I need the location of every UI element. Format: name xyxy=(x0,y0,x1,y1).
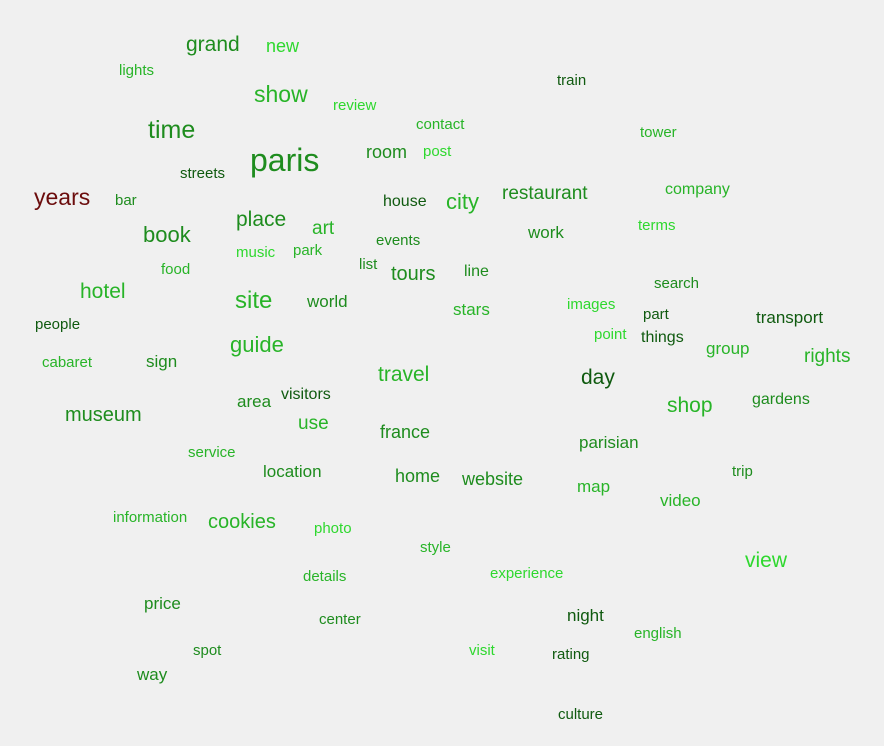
word-information: information xyxy=(113,509,188,526)
word-transport: transport xyxy=(756,308,824,327)
word-new: new xyxy=(266,36,300,56)
word-place: place xyxy=(236,208,287,231)
word-tower: tower xyxy=(640,124,677,141)
word-restaurant: restaurant xyxy=(502,183,588,204)
word-area: area xyxy=(237,392,272,411)
word-time: time xyxy=(148,116,196,144)
word-museum: museum xyxy=(65,404,142,426)
word-gardens: gardens xyxy=(752,391,810,408)
word-culture: culture xyxy=(558,706,604,723)
word-lights: lights xyxy=(119,62,155,79)
word-group: group xyxy=(706,339,750,358)
word-world: world xyxy=(307,292,348,311)
word-home: home xyxy=(395,466,441,486)
word-house: house xyxy=(383,193,427,210)
word-photo: photo xyxy=(314,520,352,537)
word-list: list xyxy=(359,256,378,273)
word-stars: stars xyxy=(453,300,490,319)
word-things: things xyxy=(641,329,684,346)
word-cookies: cookies xyxy=(208,511,276,533)
word-spot: spot xyxy=(193,642,222,659)
word-video: video xyxy=(660,491,701,510)
word-travel: travel xyxy=(378,363,430,386)
word-train: train xyxy=(557,72,587,89)
word-people: people xyxy=(35,316,81,333)
word-contact: contact xyxy=(416,116,465,133)
word-service: service xyxy=(188,444,236,461)
word-search: search xyxy=(654,275,700,292)
word-bar: bar xyxy=(115,192,137,209)
word-paris: paris xyxy=(250,142,320,178)
word-grand: grand xyxy=(186,33,240,56)
word-visitors: visitors xyxy=(281,386,331,403)
word-night: night xyxy=(567,606,604,625)
word-point: point xyxy=(594,326,627,343)
word-line: line xyxy=(464,263,489,280)
word-show: show xyxy=(254,81,308,107)
word-city: city xyxy=(446,189,479,214)
word-park: park xyxy=(293,242,323,259)
word-price: price xyxy=(144,594,181,613)
word-streets: streets xyxy=(180,165,226,182)
word-events: events xyxy=(376,232,421,249)
word-art: art xyxy=(312,218,335,239)
word-location: location xyxy=(263,462,322,481)
word-use: use xyxy=(298,413,329,434)
word-website: website xyxy=(462,469,524,489)
word-company: company xyxy=(665,181,730,198)
word-review: review xyxy=(333,97,377,114)
word-part: part xyxy=(643,306,669,323)
word-site: site xyxy=(235,287,273,314)
word-trip: trip xyxy=(732,463,753,480)
word-sign: sign xyxy=(146,352,178,371)
word-images: images xyxy=(567,296,616,313)
word-shop: shop xyxy=(667,394,713,417)
word-france: france xyxy=(380,422,431,442)
word-rating: rating xyxy=(552,646,590,663)
word-cabaret: cabaret xyxy=(42,354,93,371)
word-room: room xyxy=(366,142,408,162)
word-experience: experience xyxy=(490,565,564,582)
word-visit: visit xyxy=(469,642,495,659)
word-view: view xyxy=(745,549,788,572)
word-english: english xyxy=(634,625,682,642)
word-food: food xyxy=(161,261,191,278)
word-years: years xyxy=(34,184,91,210)
word-rights: rights xyxy=(804,346,851,367)
word-music: music xyxy=(236,244,276,261)
word-hotel: hotel xyxy=(80,280,126,303)
word-way: way xyxy=(137,665,168,684)
word-guide: guide xyxy=(230,332,284,357)
word-parisian: parisian xyxy=(579,433,639,452)
word-day: day xyxy=(581,366,615,389)
word-post: post xyxy=(423,143,452,160)
word-tours: tours xyxy=(391,263,436,285)
word-center: center xyxy=(319,611,361,628)
word-terms: terms xyxy=(638,217,676,234)
word-book: book xyxy=(143,222,191,247)
word-map: map xyxy=(577,477,611,496)
word-style: style xyxy=(420,539,451,556)
word-details: details xyxy=(303,568,347,585)
word-work: work xyxy=(528,223,564,242)
